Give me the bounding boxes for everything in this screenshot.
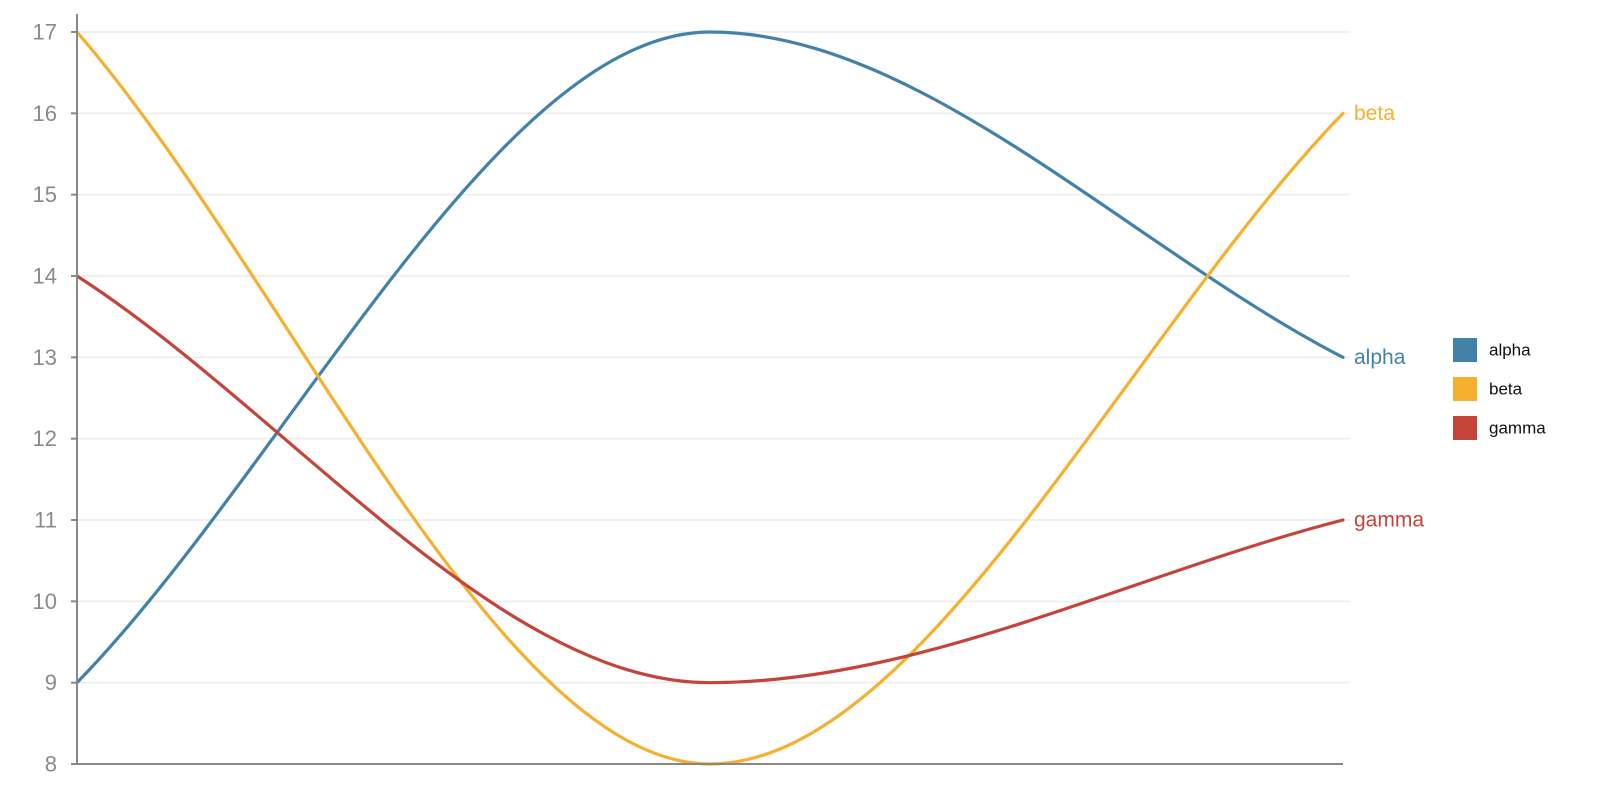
- y-tick-label: 15: [33, 182, 57, 207]
- series-end-labels: alpha beta gamma: [1354, 102, 1424, 532]
- y-tick-label: 8: [45, 752, 57, 777]
- y-tick-label: 14: [33, 264, 57, 289]
- series-line-gamma: [75, 274, 1345, 685]
- legend-swatch-alpha: [1453, 338, 1477, 362]
- y-tick-label: 12: [33, 426, 57, 451]
- series-line-alpha: [75, 30, 1345, 685]
- y-tick-label: 9: [45, 670, 57, 695]
- series-end-label-alpha: alpha: [1354, 346, 1406, 369]
- y-tick-labels: 8 9 10 11 12 13 14 15 16 17: [33, 20, 77, 777]
- legend-swatch-beta: [1453, 377, 1477, 401]
- series-line-beta: [75, 30, 1345, 766]
- y-tick-label: 13: [33, 345, 57, 370]
- series-end-label-gamma: gamma: [1354, 509, 1424, 532]
- y-tick-label: 10: [33, 589, 57, 614]
- y-tick-label: 16: [33, 101, 57, 126]
- legend-label-beta: beta: [1489, 380, 1523, 399]
- gridlines: [77, 31, 1350, 684]
- legend-label-gamma: gamma: [1489, 419, 1546, 438]
- legend: alpha beta gamma: [1453, 338, 1546, 440]
- y-tick-label: 11: [34, 508, 57, 533]
- series-lines: [75, 30, 1345, 766]
- legend-swatch-gamma: [1453, 416, 1477, 440]
- axes: [76, 14, 1343, 765]
- y-tick-label: 17: [33, 20, 57, 45]
- legend-label-alpha: alpha: [1489, 341, 1531, 360]
- series-end-label-beta: beta: [1354, 102, 1395, 125]
